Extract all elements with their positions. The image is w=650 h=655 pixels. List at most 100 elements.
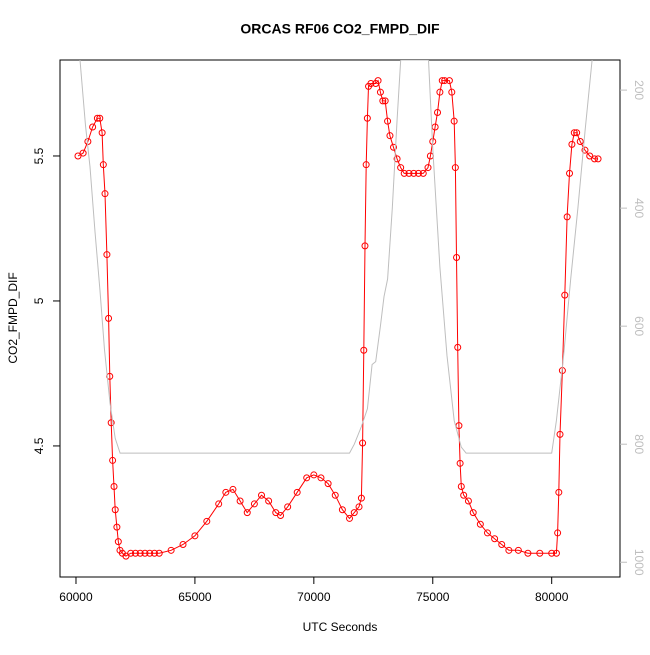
data-point xyxy=(355,503,363,511)
data-point xyxy=(566,169,574,177)
data-point xyxy=(203,517,211,525)
data-point xyxy=(376,88,384,96)
y2-tick-label: 600 xyxy=(632,316,646,336)
data-point xyxy=(361,242,369,250)
data-point xyxy=(89,123,97,131)
data-point xyxy=(581,146,589,154)
data-point xyxy=(419,169,427,177)
data-point xyxy=(113,523,121,531)
y-tick-label: 5.5 xyxy=(32,147,46,164)
data-point xyxy=(374,77,382,85)
data-point xyxy=(441,77,449,85)
data-point xyxy=(324,480,332,488)
data-point xyxy=(96,114,104,122)
data-point xyxy=(101,190,109,198)
data-point xyxy=(438,77,446,85)
data-point xyxy=(110,483,118,491)
data-point xyxy=(243,509,251,517)
data-point xyxy=(150,549,158,557)
data-point xyxy=(167,546,175,554)
data-point xyxy=(460,491,468,499)
data-point xyxy=(381,97,389,105)
data-point xyxy=(346,514,354,522)
data-point xyxy=(362,161,370,169)
data-point xyxy=(236,497,244,505)
x-tick-label: 65000 xyxy=(178,590,212,604)
data-point xyxy=(74,152,82,160)
y2-tick-label: 1000 xyxy=(632,549,646,576)
data-point xyxy=(491,535,499,543)
data-point xyxy=(98,129,106,137)
data-point xyxy=(563,213,571,221)
data-point xyxy=(141,549,149,557)
data-point xyxy=(79,149,87,157)
data-point xyxy=(384,117,392,125)
data-point xyxy=(390,143,398,151)
data-point xyxy=(405,169,413,177)
data-point xyxy=(576,137,584,145)
data-point xyxy=(331,491,339,499)
data-point xyxy=(555,488,563,496)
y2-tick-label: 200 xyxy=(632,80,646,100)
data-point xyxy=(450,117,458,125)
data-point xyxy=(114,538,122,546)
data-point xyxy=(155,549,163,557)
y-axis-label: CO2_FMPD_DIF xyxy=(6,272,20,363)
data-point xyxy=(277,512,285,520)
data-point xyxy=(445,77,453,85)
data-point xyxy=(414,169,422,177)
data-point xyxy=(103,251,111,259)
data-point xyxy=(222,488,230,496)
data-point xyxy=(568,140,576,148)
data-point xyxy=(400,169,408,177)
data-point xyxy=(498,541,506,549)
data-point xyxy=(410,169,418,177)
data-point xyxy=(483,529,491,537)
data-point xyxy=(111,506,119,514)
data-point xyxy=(338,506,346,514)
data-point xyxy=(357,494,365,502)
data-point xyxy=(434,108,442,116)
data-point xyxy=(310,471,318,479)
y-tick-label: 5 xyxy=(32,297,46,304)
y2-tick-label: 400 xyxy=(632,198,646,218)
chart-title: ORCAS RF06 CO2_FMPD_DIF xyxy=(240,21,440,37)
data-point xyxy=(573,129,581,137)
data-point xyxy=(146,549,154,557)
x-tick-label: 70000 xyxy=(297,590,331,604)
data-point xyxy=(469,509,477,517)
series-line xyxy=(79,60,593,454)
x-tick-label: 75000 xyxy=(416,590,450,604)
data-point xyxy=(505,546,513,554)
x-tick-label: 80000 xyxy=(535,590,569,604)
data-point xyxy=(570,129,578,137)
data-point xyxy=(514,546,522,554)
data-point xyxy=(386,132,394,140)
data-point xyxy=(448,88,456,96)
data-point xyxy=(303,474,311,482)
data-point xyxy=(548,549,556,557)
data-point xyxy=(265,497,273,505)
data-point xyxy=(591,155,599,163)
data-point xyxy=(457,483,465,491)
data-point xyxy=(191,532,199,540)
data-point xyxy=(107,419,115,427)
data-point xyxy=(258,491,266,499)
y-tick-label: 4.5 xyxy=(32,437,46,454)
data-point xyxy=(215,500,223,508)
data-point xyxy=(552,549,560,557)
data-point xyxy=(359,439,367,447)
data-point xyxy=(250,500,258,508)
data-point xyxy=(131,549,139,557)
data-point xyxy=(317,474,325,482)
data-point xyxy=(350,509,358,517)
data-point xyxy=(397,164,405,172)
data-point xyxy=(524,549,532,557)
data-point xyxy=(229,485,237,493)
x-tick-label: 60000 xyxy=(59,590,93,604)
data-point xyxy=(453,253,461,261)
data-point xyxy=(379,97,387,105)
data-point xyxy=(424,164,432,172)
data-point xyxy=(476,520,484,528)
